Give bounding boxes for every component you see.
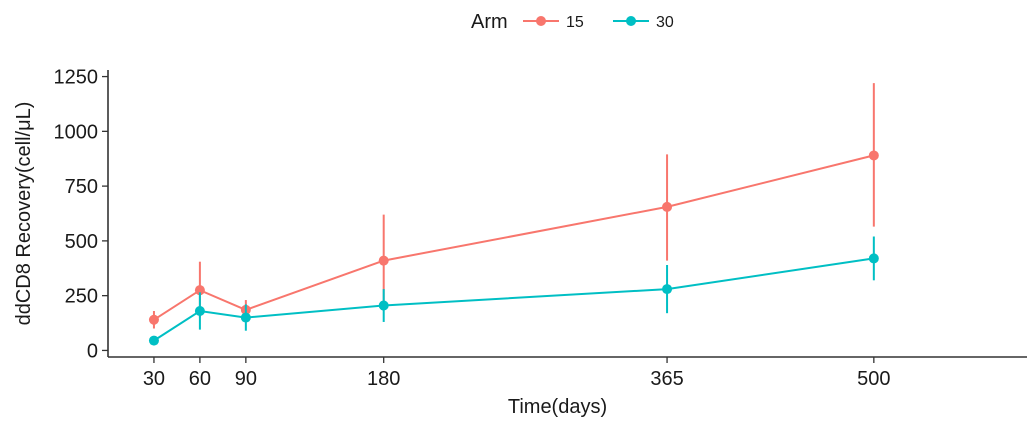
x-axis-ticks: 30 60 90 180 365 500 bbox=[143, 357, 891, 390]
x-tick-label: 365 bbox=[650, 368, 683, 390]
y-tick-label: 1000 bbox=[54, 121, 99, 143]
y-tick-label: 750 bbox=[65, 176, 98, 198]
x-tick-label: 60 bbox=[189, 368, 211, 390]
legend-key-point bbox=[626, 16, 636, 26]
legend-title: Arm bbox=[471, 11, 508, 33]
series-layer bbox=[148, 83, 879, 346]
data-point bbox=[240, 312, 251, 323]
y-tick-label: 250 bbox=[65, 286, 98, 308]
y-tick-label: 1250 bbox=[54, 67, 99, 89]
data-point bbox=[148, 314, 159, 325]
y-axis-ticks: 0 250 500 750 1000 1250 bbox=[54, 67, 108, 362]
data-point bbox=[194, 285, 205, 296]
series-line bbox=[153, 257, 874, 342]
x-tick-label: 90 bbox=[235, 368, 257, 390]
data-point bbox=[378, 255, 389, 266]
y-axis-title: ddCD8 Recovery(cell/μL) bbox=[13, 102, 35, 326]
data-point bbox=[378, 300, 389, 311]
data-point bbox=[662, 284, 673, 295]
y-tick-label: 500 bbox=[65, 231, 98, 253]
x-tick-label: 30 bbox=[143, 368, 165, 390]
legend-item-30: 30 bbox=[613, 14, 674, 31]
series-30 bbox=[148, 236, 879, 346]
legend-item-15: 15 bbox=[523, 14, 584, 31]
data-point bbox=[662, 201, 673, 212]
x-tick-label: 180 bbox=[367, 368, 400, 390]
x-tick-label: 500 bbox=[857, 368, 890, 390]
legend-label: 30 bbox=[656, 14, 674, 31]
legend-label: 15 bbox=[566, 14, 584, 31]
legend: Arm 15 30 bbox=[471, 11, 674, 33]
x-axis-title: Time(days) bbox=[508, 396, 607, 418]
data-point bbox=[868, 253, 879, 264]
data-point bbox=[868, 150, 879, 161]
data-point bbox=[194, 305, 205, 316]
axes: 0 250 500 750 1000 1250 30 60 90 180 365 500 bbox=[54, 67, 1027, 390]
series-line bbox=[153, 154, 875, 321]
series-15 bbox=[148, 83, 879, 329]
y-tick-label: 0 bbox=[87, 340, 98, 362]
legend-key-point bbox=[536, 16, 546, 26]
data-point bbox=[148, 335, 159, 346]
